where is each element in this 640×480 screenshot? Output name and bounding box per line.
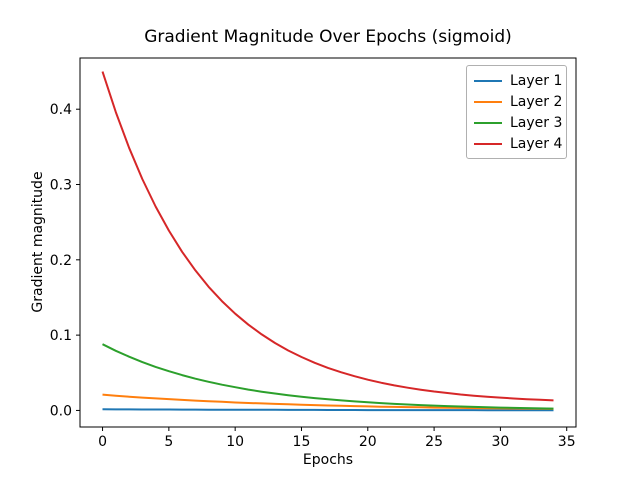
y-tick-label: 0.4	[50, 102, 72, 118]
legend-label: Layer 1	[510, 72, 563, 89]
y-tick-label: 0.3	[50, 178, 72, 194]
x-tick-label: 5	[164, 434, 173, 450]
y-tick-label: 0.2	[50, 253, 72, 269]
chart-title: Gradient Magnitude Over Epochs (sigmoid)	[144, 27, 512, 47]
x-tick-label: 10	[226, 434, 244, 450]
x-tick-label: 15	[293, 434, 311, 450]
x-tick-label: 25	[425, 434, 443, 450]
legend-swatch-layer-3	[474, 121, 502, 124]
x-tick-label: 35	[558, 434, 576, 450]
legend-item: Layer 4	[474, 133, 563, 154]
x-tick-label: 0	[98, 434, 107, 450]
legend-label: Layer 4	[510, 135, 563, 152]
axes-spines	[79, 57, 577, 428]
x-tick-label: 30	[491, 434, 509, 450]
legend-label: Layer 2	[510, 93, 563, 110]
y-tick-label: 0.1	[50, 328, 72, 344]
series-line-layer-3	[102, 343, 554, 410]
legend-swatch-layer-4	[474, 142, 502, 145]
series-line-layer-4	[101, 71, 554, 402]
legend-item: Layer 2	[474, 91, 563, 112]
legend-item: Layer 3	[474, 112, 563, 133]
legend-swatch-layer-1	[474, 79, 502, 82]
x-axis-label: Epochs	[302, 452, 354, 468]
legend-swatch-layer-2	[474, 100, 502, 103]
y-tick-label: 0.0	[50, 403, 72, 419]
series-line-layer-1	[102, 408, 554, 412]
x-tick-label: 20	[359, 434, 377, 450]
series-line-layer-2	[102, 393, 554, 410]
legend-label: Layer 3	[510, 114, 563, 131]
legend-item: Layer 1	[474, 70, 563, 91]
legend: Layer 1 Layer 2 Layer 3 Layer 4	[466, 65, 567, 159]
